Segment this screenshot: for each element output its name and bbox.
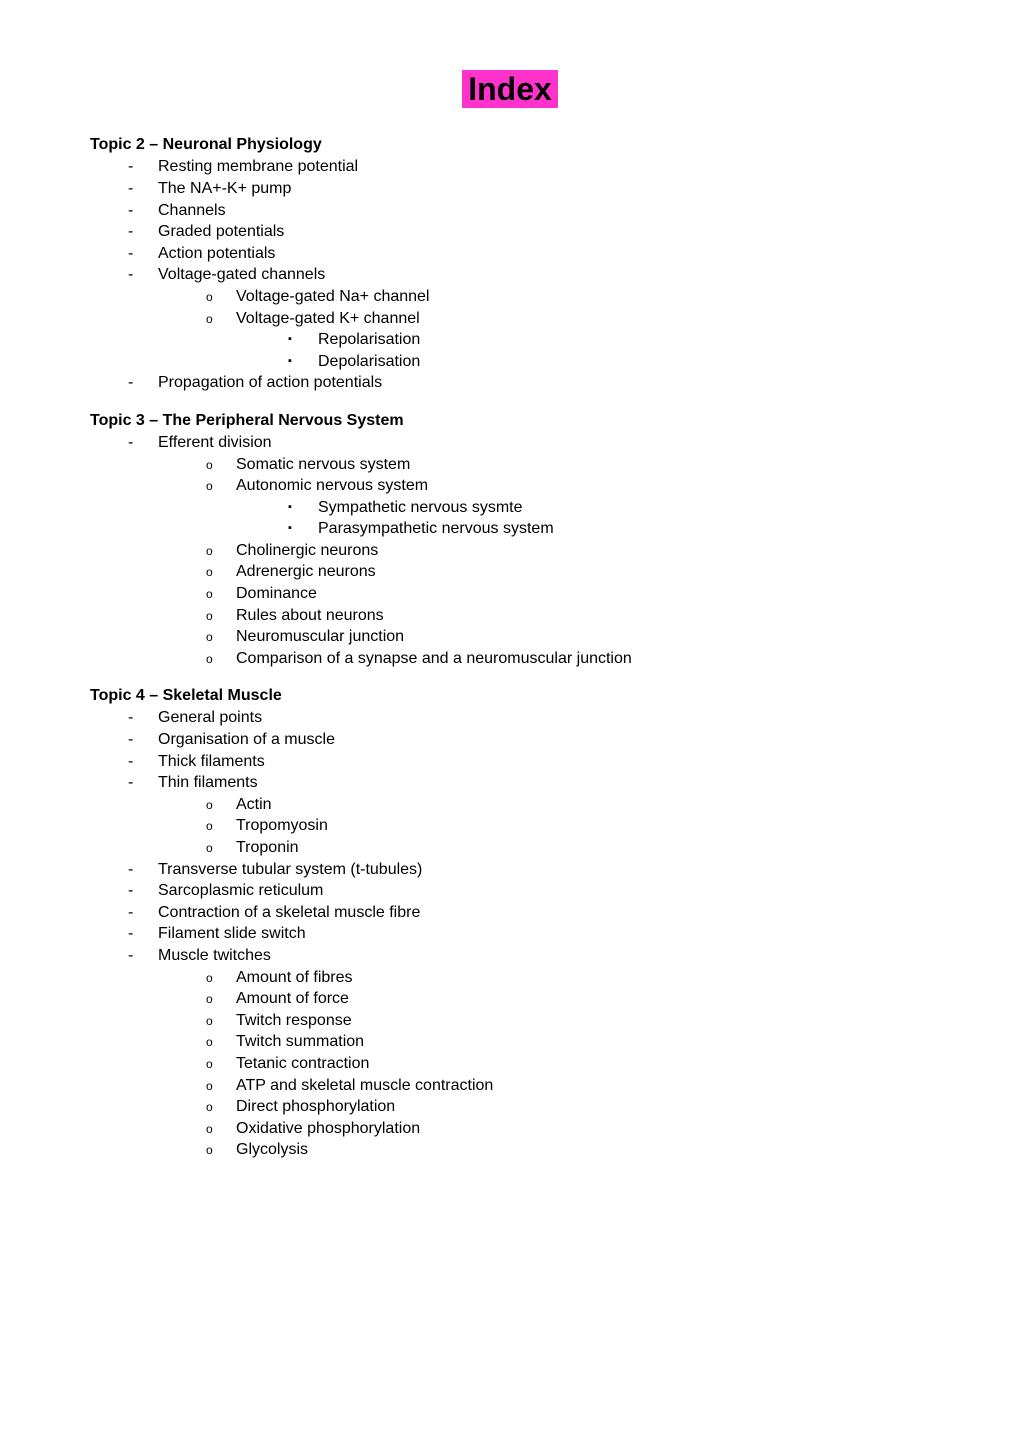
- list-item: Thin filaments Actin Tropomyosin Troponi…: [128, 772, 930, 858]
- list-item-label: Voltage-gated K+ channel: [236, 310, 420, 327]
- list-item: Sympathetic nervous sysmte: [288, 497, 930, 519]
- list-item: Repolarisation: [288, 329, 930, 351]
- list-item: Muscle twitches Amount of fibres Amount …: [128, 945, 930, 1161]
- sublist: Voltage-gated Na+ channel Voltage-gated …: [206, 286, 930, 372]
- sublist: Actin Tropomyosin Troponin: [206, 794, 930, 859]
- list-item: Autonomic nervous system Sympathetic ner…: [206, 475, 930, 540]
- list-item: Dominance: [206, 583, 930, 605]
- list-item: Neuromuscular junction: [206, 626, 930, 648]
- list-item: Somatic nervous system: [206, 454, 930, 476]
- list-item: Transverse tubular system (t-tubules): [128, 859, 930, 881]
- list-item: Tetanic contraction: [206, 1053, 930, 1075]
- list-item: Resting membrane potential: [128, 156, 930, 178]
- list-item: Parasympathetic nervous system: [288, 518, 930, 540]
- list-item-label: Autonomic nervous system: [236, 477, 428, 494]
- list-item: Comparison of a synapse and a neuromuscu…: [206, 648, 930, 670]
- list-item: Voltage-gated K+ channel Repolarisation …: [206, 308, 930, 373]
- list-item: Rules about neurons: [206, 605, 930, 627]
- list-item: Twitch response: [206, 1010, 930, 1032]
- list-item: Actin: [206, 794, 930, 816]
- sublist: Repolarisation Depolarisation: [288, 329, 930, 372]
- list-item: Sarcoplasmic reticulum: [128, 880, 930, 902]
- list-item: Graded potentials: [128, 221, 930, 243]
- list-item: Troponin: [206, 837, 930, 859]
- list-item: Efferent division Somatic nervous system…: [128, 432, 930, 670]
- list-item-label: Thin filaments: [158, 774, 258, 791]
- document-page: Index Topic 2 – Neuronal Physiology Rest…: [0, 0, 1020, 1221]
- list-item: Twitch summation: [206, 1031, 930, 1053]
- list-item: Propagation of action potentials: [128, 372, 930, 394]
- topic-heading: Topic 3 – The Peripheral Nervous System: [90, 412, 930, 430]
- document-title: Index: [462, 70, 558, 108]
- list-item: Action potentials: [128, 243, 930, 265]
- list-item: Oxidative phosphorylation: [206, 1118, 930, 1140]
- sublist: Sympathetic nervous sysmte Parasympathet…: [288, 497, 930, 540]
- list-item: Cholinergic neurons: [206, 540, 930, 562]
- list-item-label: Efferent division: [158, 434, 272, 451]
- list-item: Channels: [128, 200, 930, 222]
- list-item: Contraction of a skeletal muscle fibre: [128, 902, 930, 924]
- list-item: Glycolysis: [206, 1139, 930, 1161]
- list-item: ATP and skeletal muscle contraction: [206, 1075, 930, 1097]
- list-item: The NA+-K+ pump: [128, 178, 930, 200]
- list-item-label: Muscle twitches: [158, 947, 271, 964]
- list-item-label: Voltage-gated channels: [158, 266, 325, 283]
- list-item: Adrenergic neurons: [206, 561, 930, 583]
- sublist: Somatic nervous system Autonomic nervous…: [206, 454, 930, 670]
- list-item: Amount of fibres: [206, 967, 930, 989]
- list-item: Organisation of a muscle: [128, 729, 930, 751]
- list-item: Voltage-gated channels Voltage-gated Na+…: [128, 264, 930, 372]
- topic-list: General points Organisation of a muscle …: [128, 707, 930, 1160]
- list-item: General points: [128, 707, 930, 729]
- list-item: Tropomyosin: [206, 815, 930, 837]
- list-item: Filament slide switch: [128, 923, 930, 945]
- topic-heading: Topic 2 – Neuronal Physiology: [90, 136, 930, 154]
- list-item: Voltage-gated Na+ channel: [206, 286, 930, 308]
- list-item: Amount of force: [206, 988, 930, 1010]
- topic-list: Resting membrane potential The NA+-K+ pu…: [128, 156, 930, 394]
- topic-list: Efferent division Somatic nervous system…: [128, 432, 930, 670]
- title-wrap: Index: [90, 70, 930, 108]
- list-item: Thick filaments: [128, 751, 930, 773]
- topic-heading: Topic 4 – Skeletal Muscle: [90, 687, 930, 705]
- list-item: Direct phosphorylation: [206, 1096, 930, 1118]
- list-item: Depolarisation: [288, 351, 930, 373]
- sublist: Amount of fibres Amount of force Twitch …: [206, 967, 930, 1161]
